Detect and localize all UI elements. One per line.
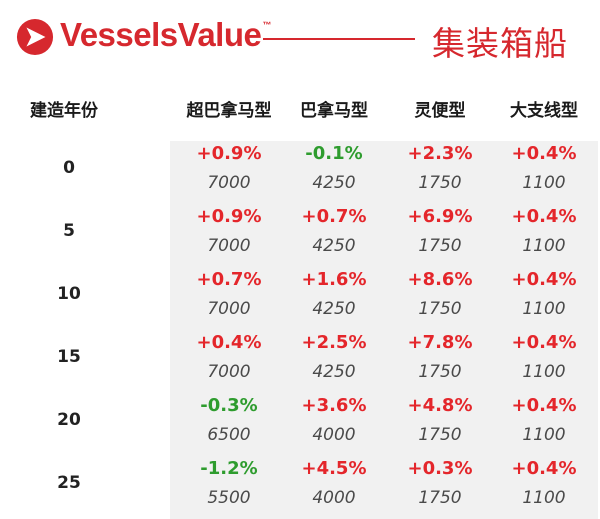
value-cell: 1100 bbox=[522, 236, 566, 256]
column-header: 超巴拿马型 bbox=[186, 101, 272, 121]
value-cell: 7000 bbox=[207, 236, 251, 256]
value-cell: 1750 bbox=[418, 236, 462, 256]
table-row-background bbox=[170, 267, 598, 330]
change-percent-cell: -0.1% bbox=[305, 143, 363, 164]
change-percent-cell: +0.4% bbox=[511, 143, 577, 164]
value-cell: 1100 bbox=[522, 299, 566, 319]
change-percent-cell: +7.8% bbox=[407, 332, 473, 353]
brand-name: VesselsValue™ bbox=[60, 16, 271, 53]
value-cell: 6500 bbox=[207, 425, 251, 445]
value-cell: 1100 bbox=[522, 425, 566, 445]
change-percent-cell: +2.5% bbox=[301, 332, 367, 353]
table-row-background bbox=[170, 393, 598, 456]
change-percent-cell: +8.6% bbox=[407, 269, 473, 290]
table-row-background bbox=[170, 141, 598, 204]
change-percent-cell: +4.8% bbox=[407, 395, 473, 416]
change-percent-cell: +4.5% bbox=[301, 458, 367, 479]
value-cell: 1750 bbox=[418, 173, 462, 193]
column-header: 巴拿马型 bbox=[300, 101, 368, 121]
value-cell: 4250 bbox=[312, 362, 356, 382]
table-row-background bbox=[170, 330, 598, 393]
change-percent-cell: +1.6% bbox=[301, 269, 367, 290]
build-year-cell: 10 bbox=[57, 284, 81, 304]
change-percent-cell: +2.3% bbox=[407, 143, 473, 164]
value-cell: 4250 bbox=[312, 236, 356, 256]
change-percent-cell: -0.3% bbox=[200, 395, 258, 416]
value-cell: 7000 bbox=[207, 299, 251, 319]
value-cell: 4000 bbox=[312, 425, 356, 445]
header: VesselsValue™ 集装箱船 bbox=[0, 0, 600, 80]
column-header: 灵便型 bbox=[414, 101, 466, 121]
change-percent-cell: +0.7% bbox=[196, 269, 262, 290]
change-percent-cell: +0.9% bbox=[196, 143, 262, 164]
table-row-background bbox=[170, 204, 598, 267]
value-cell: 1100 bbox=[522, 173, 566, 193]
value-cell: 4250 bbox=[312, 299, 356, 319]
change-percent-cell: +0.3% bbox=[407, 458, 473, 479]
change-percent-cell: +0.4% bbox=[511, 206, 577, 227]
value-cell: 4250 bbox=[312, 173, 356, 193]
vesselsvalue-logo-icon bbox=[16, 18, 54, 56]
value-cell: 1750 bbox=[418, 299, 462, 319]
value-cell: 1100 bbox=[522, 488, 566, 508]
change-percent-cell: +0.9% bbox=[196, 206, 262, 227]
value-cell: 7000 bbox=[207, 173, 251, 193]
change-percent-cell: +0.4% bbox=[511, 332, 577, 353]
change-percent-cell: +0.4% bbox=[196, 332, 262, 353]
change-percent-cell: +3.6% bbox=[301, 395, 367, 416]
change-percent-cell: +6.9% bbox=[407, 206, 473, 227]
value-cell: 1750 bbox=[418, 362, 462, 382]
value-cell: 1750 bbox=[418, 488, 462, 508]
build-year-cell: 25 bbox=[57, 473, 81, 493]
build-year-cell: 0 bbox=[63, 158, 75, 178]
value-cell: 1750 bbox=[418, 425, 462, 445]
table-row-background bbox=[170, 456, 598, 519]
build-year-cell: 20 bbox=[57, 410, 81, 430]
change-percent-cell: -1.2% bbox=[200, 458, 258, 479]
build-year-cell: 15 bbox=[57, 347, 81, 367]
column-header: 大支线型 bbox=[510, 101, 578, 121]
change-percent-cell: +0.4% bbox=[511, 269, 577, 290]
change-percent-cell: +0.4% bbox=[511, 395, 577, 416]
build-year-cell: 5 bbox=[63, 221, 75, 241]
age-column-header: 建造年份 bbox=[30, 101, 98, 121]
value-cell: 1100 bbox=[522, 362, 566, 382]
value-cell: 7000 bbox=[207, 362, 251, 382]
value-cell: 5500 bbox=[207, 488, 251, 508]
value-cell: 4000 bbox=[312, 488, 356, 508]
change-percent-cell: +0.7% bbox=[301, 206, 367, 227]
header-divider-line bbox=[263, 38, 415, 40]
page-title: 集装箱船 bbox=[432, 24, 568, 63]
change-percent-cell: +0.4% bbox=[511, 458, 577, 479]
